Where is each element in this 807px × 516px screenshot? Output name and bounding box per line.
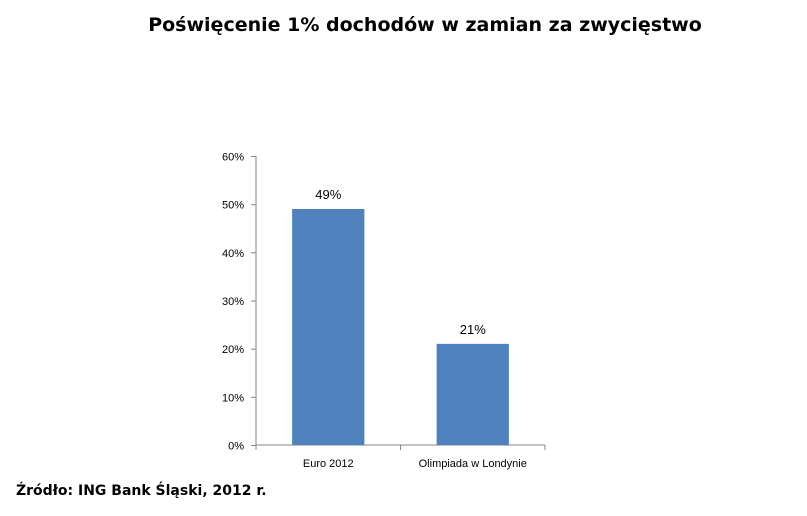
y-tick-label: 30% [222, 296, 244, 308]
y-tick-label: 0% [228, 441, 244, 453]
chart-labels: 49% Euro 2012 21% Olimpiada w Londynie [303, 187, 527, 470]
chart-title: Poświęcenie 1% dochodów w zamian za zwyc… [148, 14, 702, 36]
bar-2 [436, 343, 509, 445]
x-category-label: Olimpiada w Londynie [419, 458, 527, 470]
bar-1 [292, 208, 365, 445]
y-tick-label: 20% [222, 344, 244, 356]
y-tick-label: 10% [222, 392, 244, 404]
chart-axes: 0% 10% 20% 30% 40% 50% 60% [222, 152, 546, 453]
chart-bars [292, 208, 509, 445]
data-label: 49% [315, 187, 341, 202]
data-label: 21% [460, 322, 486, 337]
y-tick-label: 40% [222, 248, 244, 260]
y-tick-label: 60% [222, 152, 244, 164]
x-category-label: Euro 2012 [303, 458, 354, 470]
source-note: Źródło: ING Bank Śląski, 2012 r. [16, 483, 267, 499]
y-tick-label: 50% [222, 200, 244, 212]
